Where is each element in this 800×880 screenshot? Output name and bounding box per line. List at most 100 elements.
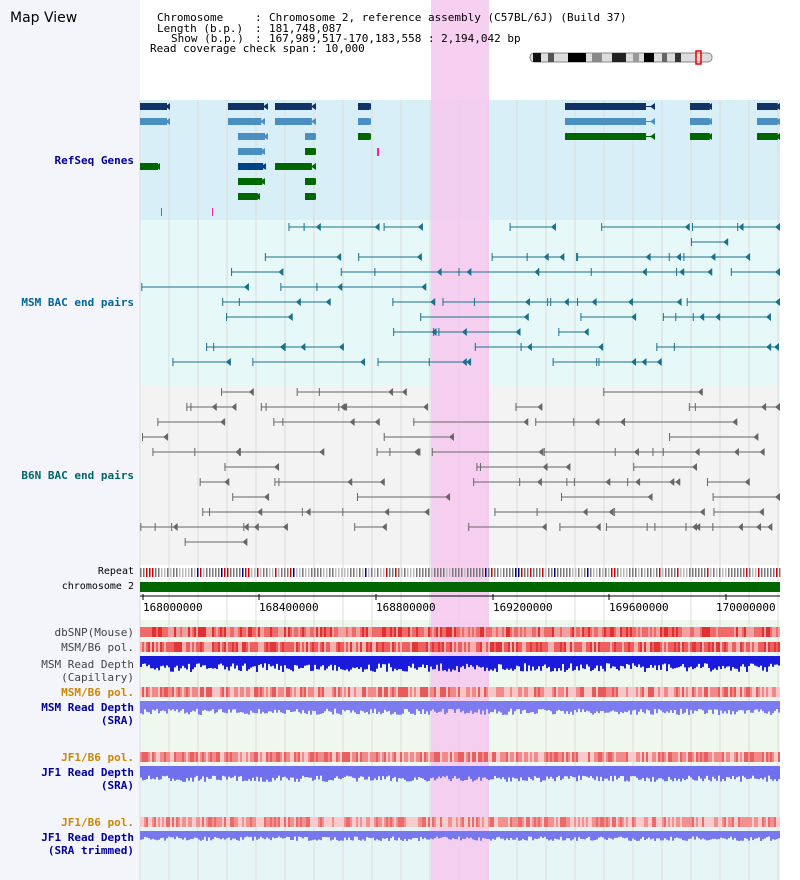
- read-depth-bar: [656, 766, 658, 780]
- polymorphism-cell: [348, 627, 350, 637]
- polymorphism-cell: [252, 627, 254, 637]
- repeat-element: [713, 568, 715, 577]
- read-depth-bar: [458, 656, 460, 672]
- polymorphism-cell: [538, 687, 540, 697]
- polymorphism-cell: [714, 752, 716, 762]
- polymorphism-cell: [654, 687, 656, 697]
- track-label-b6n-bac[interactable]: B6N BAC end pairs: [21, 469, 134, 482]
- read-depth-bar: [726, 766, 728, 778]
- read-depth-bar: [730, 831, 732, 837]
- repeat-element: [554, 568, 556, 577]
- read-depth-bar: [302, 831, 304, 839]
- polymorphism-cell: [652, 817, 654, 827]
- polymorphism-cell: [642, 642, 644, 652]
- ideogram-position-marker: [695, 50, 702, 65]
- polymorphism-cell: [724, 817, 726, 827]
- repeat-element: [518, 568, 520, 577]
- polymorphism-cell: [416, 817, 418, 827]
- polymorphism-cell: [460, 642, 462, 652]
- repeat-element: [494, 568, 496, 577]
- read-depth-bar: [222, 701, 224, 713]
- polymorphism-cell: [456, 627, 458, 637]
- polymorphism-cell: [550, 687, 552, 697]
- polymorphism-cell: [270, 687, 272, 697]
- polymorphism-cell: [392, 687, 394, 697]
- gene-exon: [358, 118, 370, 125]
- polymorphism-cell: [770, 687, 772, 697]
- polymorphism-cell: [646, 752, 648, 762]
- read-depth-bar: [624, 766, 626, 782]
- polymorphism-cell: [216, 687, 218, 697]
- polymorphism-cell: [422, 817, 424, 827]
- read-depth-bar: [708, 766, 710, 780]
- polymorphism-cell: [466, 817, 468, 827]
- polymorphism-cell: [698, 817, 700, 827]
- bac-end: [379, 478, 385, 486]
- bac-end: [413, 448, 419, 456]
- polymorphism-cell: [686, 627, 688, 637]
- repeat-element: [680, 568, 682, 577]
- read-depth-bar: [610, 656, 612, 669]
- polymorphism-cell: [288, 817, 290, 827]
- polymorphism-cell: [322, 687, 324, 697]
- read-depth-bar: [322, 766, 324, 782]
- read-depth-bar: [166, 766, 168, 776]
- read-depth-bar: [264, 831, 266, 840]
- read-depth-bar: [616, 701, 618, 712]
- read-depth-bar: [678, 766, 680, 779]
- polymorphism-cell: [586, 642, 588, 652]
- polymorphism-cell: [212, 752, 214, 762]
- polymorphism-cell: [570, 627, 572, 637]
- polymorphism-cell: [184, 642, 186, 652]
- read-depth-bar: [720, 656, 722, 670]
- polymorphism-cell: [574, 627, 576, 637]
- polymorphism-cell: [556, 642, 558, 652]
- polymorphism-cell: [674, 817, 676, 827]
- polymorphism-cell: [346, 627, 348, 637]
- read-depth-bar: [192, 766, 194, 782]
- track-label-msm-bac[interactable]: MSM BAC end pairs: [21, 296, 134, 309]
- read-depth-bar: [732, 831, 734, 840]
- polymorphism-cell: [288, 642, 290, 652]
- read-depth-bar: [484, 766, 486, 778]
- read-depth-bar: [576, 831, 578, 841]
- read-depth-bar: [618, 831, 620, 838]
- read-depth-bar: [762, 701, 764, 712]
- polymorphism-cell: [268, 752, 270, 762]
- polymorphism-cell: [148, 627, 150, 637]
- repeat-element: [521, 568, 523, 577]
- read-depth-bar: [642, 701, 644, 713]
- read-depth-bar: [602, 831, 604, 838]
- polymorphism-cell: [322, 752, 324, 762]
- polymorphism-cell: [290, 687, 292, 697]
- polymorphism-cell: [320, 642, 322, 652]
- track-label-refseq[interactable]: RefSeq Genes: [54, 154, 134, 167]
- read-depth-bar: [300, 831, 302, 838]
- read-depth-bar: [688, 701, 690, 715]
- read-depth-bar: [426, 701, 428, 712]
- repeat-element: [707, 568, 709, 577]
- read-depth-bar: [746, 656, 748, 672]
- gene-exon: [757, 103, 778, 110]
- page-title: Map View: [10, 10, 78, 26]
- polymorphism-cell: [506, 687, 508, 697]
- polymorphism-cell: [614, 817, 616, 827]
- read-depth-bar: [252, 701, 254, 713]
- polymorphism-cell: [706, 642, 708, 652]
- read-depth-bar: [666, 766, 668, 782]
- read-depth-bar: [712, 701, 714, 714]
- polymorphism-cell: [420, 627, 422, 637]
- read-depth-bar: [722, 656, 724, 666]
- read-depth-bar: [598, 766, 600, 782]
- polymorphism-cell: [324, 687, 326, 697]
- polymorphism-cell: [594, 687, 596, 697]
- polymorphism-cell: [344, 752, 346, 762]
- read-depth-bar: [306, 766, 308, 778]
- polymorphism-cell: [278, 752, 280, 762]
- polymorphism-cell: [694, 817, 696, 827]
- polymorphism-cell: [570, 687, 572, 697]
- read-depth-bar: [416, 656, 418, 670]
- polymorphism-cell: [578, 752, 580, 762]
- polymorphism-cell: [270, 817, 272, 827]
